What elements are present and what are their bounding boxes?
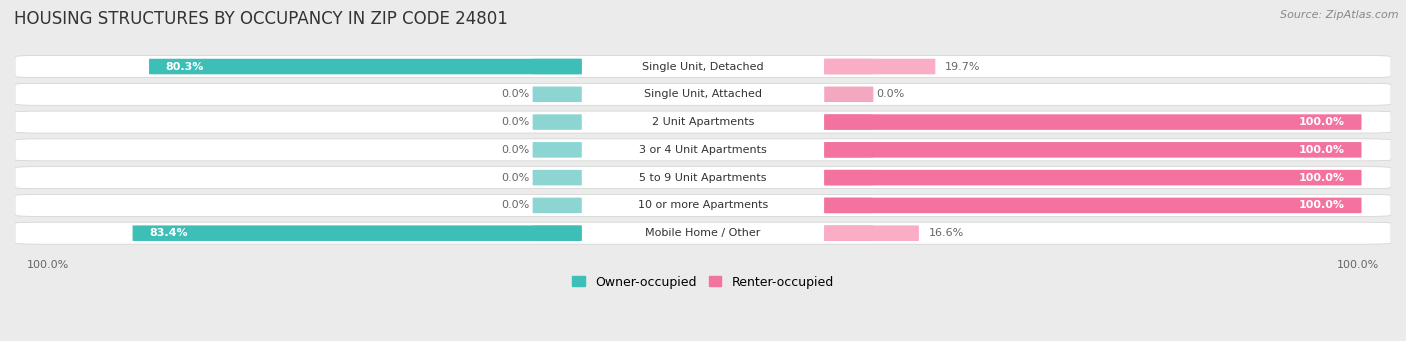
- FancyBboxPatch shape: [132, 225, 582, 241]
- Text: HOUSING STRUCTURES BY OCCUPANCY IN ZIP CODE 24801: HOUSING STRUCTURES BY OCCUPANCY IN ZIP C…: [14, 10, 508, 28]
- Text: 0.0%: 0.0%: [501, 89, 530, 99]
- FancyBboxPatch shape: [824, 198, 873, 213]
- Legend: Owner-occupied, Renter-occupied: Owner-occupied, Renter-occupied: [568, 271, 838, 294]
- Text: 80.3%: 80.3%: [166, 61, 204, 72]
- FancyBboxPatch shape: [824, 170, 873, 186]
- FancyBboxPatch shape: [824, 142, 873, 158]
- Text: 83.4%: 83.4%: [149, 228, 187, 238]
- FancyBboxPatch shape: [824, 87, 873, 102]
- Text: Single Unit, Attached: Single Unit, Attached: [644, 89, 762, 99]
- Text: Single Unit, Detached: Single Unit, Detached: [643, 61, 763, 72]
- FancyBboxPatch shape: [533, 114, 582, 130]
- FancyBboxPatch shape: [824, 59, 935, 74]
- Text: 3 or 4 Unit Apartments: 3 or 4 Unit Apartments: [640, 145, 766, 155]
- FancyBboxPatch shape: [15, 167, 1391, 189]
- Text: 100.0%: 100.0%: [1299, 173, 1346, 183]
- Text: 10 or more Apartments: 10 or more Apartments: [638, 201, 768, 210]
- FancyBboxPatch shape: [15, 222, 1391, 244]
- Text: 2 Unit Apartments: 2 Unit Apartments: [652, 117, 754, 127]
- FancyBboxPatch shape: [533, 225, 582, 241]
- FancyBboxPatch shape: [824, 114, 873, 130]
- Text: 5 to 9 Unit Apartments: 5 to 9 Unit Apartments: [640, 173, 766, 183]
- FancyBboxPatch shape: [533, 142, 582, 158]
- FancyBboxPatch shape: [824, 225, 873, 241]
- Text: 0.0%: 0.0%: [501, 117, 530, 127]
- FancyBboxPatch shape: [533, 87, 582, 102]
- Text: 0.0%: 0.0%: [501, 145, 530, 155]
- FancyBboxPatch shape: [15, 111, 1391, 133]
- FancyBboxPatch shape: [533, 170, 582, 186]
- Text: Mobile Home / Other: Mobile Home / Other: [645, 228, 761, 238]
- Text: 16.6%: 16.6%: [929, 228, 965, 238]
- Text: 100.0%: 100.0%: [1299, 117, 1346, 127]
- Text: 0.0%: 0.0%: [876, 89, 905, 99]
- FancyBboxPatch shape: [15, 194, 1391, 217]
- FancyBboxPatch shape: [824, 114, 1361, 130]
- Text: Source: ZipAtlas.com: Source: ZipAtlas.com: [1281, 10, 1399, 20]
- FancyBboxPatch shape: [533, 59, 582, 74]
- FancyBboxPatch shape: [824, 59, 873, 74]
- FancyBboxPatch shape: [824, 198, 1361, 213]
- FancyBboxPatch shape: [824, 142, 1361, 158]
- Text: 19.7%: 19.7%: [945, 61, 980, 72]
- FancyBboxPatch shape: [15, 83, 1391, 105]
- FancyBboxPatch shape: [824, 170, 1361, 186]
- FancyBboxPatch shape: [149, 59, 582, 74]
- Text: 0.0%: 0.0%: [501, 201, 530, 210]
- Text: 100.0%: 100.0%: [1299, 145, 1346, 155]
- FancyBboxPatch shape: [824, 225, 920, 241]
- FancyBboxPatch shape: [533, 198, 582, 213]
- Text: 100.0%: 100.0%: [1299, 201, 1346, 210]
- FancyBboxPatch shape: [15, 139, 1391, 161]
- FancyBboxPatch shape: [15, 56, 1391, 77]
- Text: 0.0%: 0.0%: [501, 173, 530, 183]
